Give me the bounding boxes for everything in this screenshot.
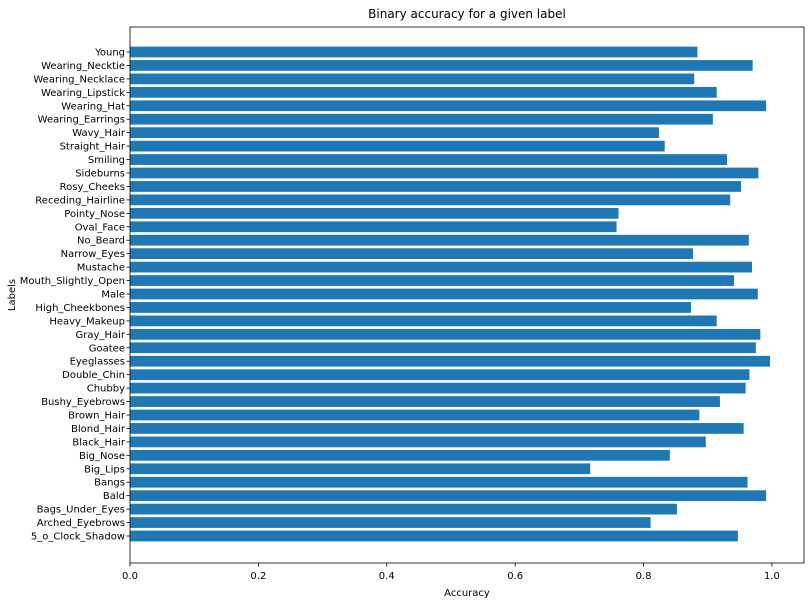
y-tick-label: 5_o_Clock_Shadow — [31, 532, 125, 543]
y-tick-label: Big_Nose — [79, 451, 125, 462]
bar-brown-hair — [130, 409, 700, 421]
bar-black-hair — [130, 436, 706, 448]
y-tick-label: Eyeglasses — [70, 357, 125, 368]
y-tick-label: Black_Hair — [72, 437, 125, 448]
y-tick-label: Wearing_Lipstick — [41, 88, 125, 99]
x-tick-label: 0.4 — [379, 571, 395, 582]
y-tick-label: Young — [94, 48, 125, 59]
y-tick-label: Oval_Face — [75, 222, 125, 233]
y-tick-label: Wavy_Hair — [72, 128, 126, 139]
bar-wearing-necktie — [130, 60, 753, 71]
y-tick-label: Bangs — [94, 478, 125, 489]
bar-receding-hairline — [130, 194, 731, 206]
y-tick-label: High_Cheekbones — [35, 303, 125, 314]
bar-sideburns — [130, 167, 759, 179]
bar-male — [130, 288, 758, 300]
y-tick-label: Mouth_Slightly_Open — [20, 276, 125, 287]
x-tick-label: 1.0 — [764, 571, 780, 582]
bar-gray-hair — [130, 328, 761, 340]
y-tick-label: Heavy_Makeup — [49, 316, 125, 327]
bar-wavy-hair — [130, 127, 659, 139]
y-tick-label: No_Beard — [77, 236, 125, 247]
y-tick-label: Brown_Hair — [68, 411, 126, 422]
y-tick-label: Wearing_Hat — [61, 101, 125, 112]
x-tick-label: 0.6 — [507, 571, 523, 582]
bar-wearing-hat — [130, 100, 767, 112]
bar-chubby — [130, 382, 746, 394]
y-tick-label: Pointy_Nose — [64, 209, 125, 220]
bar-young — [130, 46, 698, 58]
y-tick-label: Rosy_Cheeks — [60, 182, 125, 193]
y-tick-label: Receding_Hairline — [35, 195, 125, 206]
y-tick-label: Bags_Under_Eyes — [37, 505, 125, 516]
bar-big-nose — [130, 449, 670, 461]
bar-pointy-nose — [130, 207, 619, 219]
bar-5-o-clock-shadow — [130, 530, 738, 542]
bar-goatee — [130, 342, 756, 354]
bar-rosy-cheeks — [130, 181, 742, 192]
bar-oval-face — [130, 221, 617, 233]
y-tick-label: Double_Chin — [62, 370, 125, 381]
bar-wearing-lipstick — [130, 86, 717, 98]
y-axis-label: Labels — [7, 279, 18, 311]
bar-bags-under-eyes — [130, 503, 677, 515]
x-tick-label: 0.0 — [122, 571, 138, 582]
bar-arched-eyebrows — [130, 517, 651, 528]
bars-group — [130, 46, 770, 542]
y-tick-label: Bald — [103, 491, 125, 502]
bar-mouth-slightly-open — [130, 275, 735, 286]
bar-wearing-earrings — [130, 113, 713, 125]
bar-smiling — [130, 154, 727, 165]
y-tick-label: Narrow_Eyes — [61, 249, 125, 260]
bar-straight-hair — [130, 140, 665, 152]
x-tick-label: 0.2 — [250, 571, 266, 582]
bar-double-chin — [130, 369, 750, 381]
bar-bald — [130, 490, 767, 502]
plot-frame — [129, 26, 805, 564]
bar-wearing-necklace — [130, 73, 695, 85]
bar-big-lips — [130, 463, 591, 475]
y-tick-label: Wearing_Necklace — [33, 74, 125, 85]
y-tick-label: Straight_Hair — [60, 142, 126, 153]
x-axis-label: Accuracy — [444, 588, 490, 599]
y-tick-label: Gray_Hair — [76, 330, 126, 341]
y-tick-label: Mustache — [77, 263, 125, 274]
y-tick-label: Arched_Eyebrows — [37, 518, 125, 529]
bar-bangs — [130, 476, 748, 488]
chart-title: Binary accuracy for a given label — [368, 7, 566, 21]
y-tick-label: Male — [101, 290, 125, 301]
y-tick-label: Chubby — [87, 384, 125, 395]
y-tick-label: Bushy_Eyebrows — [41, 397, 125, 408]
y-tick-label: Goatee — [89, 343, 125, 354]
y-tick-label: Smiling — [88, 155, 125, 166]
y-tick-label: Big_Lips — [84, 464, 125, 475]
bar-eyeglasses — [130, 355, 770, 367]
x-axis-ticks: 0.0 0.2 0.4 0.6 0.8 1.0 — [122, 563, 780, 582]
y-tick-label: Wearing_Necktie — [41, 61, 125, 72]
bar-no-beard — [130, 234, 749, 246]
y-tick-label: Blond_Hair — [71, 424, 126, 435]
y-tick-label: Sideburns — [75, 169, 125, 180]
bar-high-cheekbones — [130, 302, 692, 313]
bar-narrow-eyes — [130, 248, 693, 260]
bar-mustache — [130, 261, 753, 273]
bar-blond-hair — [130, 423, 744, 434]
x-tick-label: 0.8 — [636, 571, 652, 582]
bar-bushy-eyebrows — [130, 396, 720, 407]
bar-heavy-makeup — [130, 315, 717, 327]
y-tick-label: Wearing_Earrings — [38, 115, 125, 126]
y-axis-ticks: 5_o_Clock_Shadow Arched_Eyebrows Bags_Unde… — [20, 48, 130, 543]
